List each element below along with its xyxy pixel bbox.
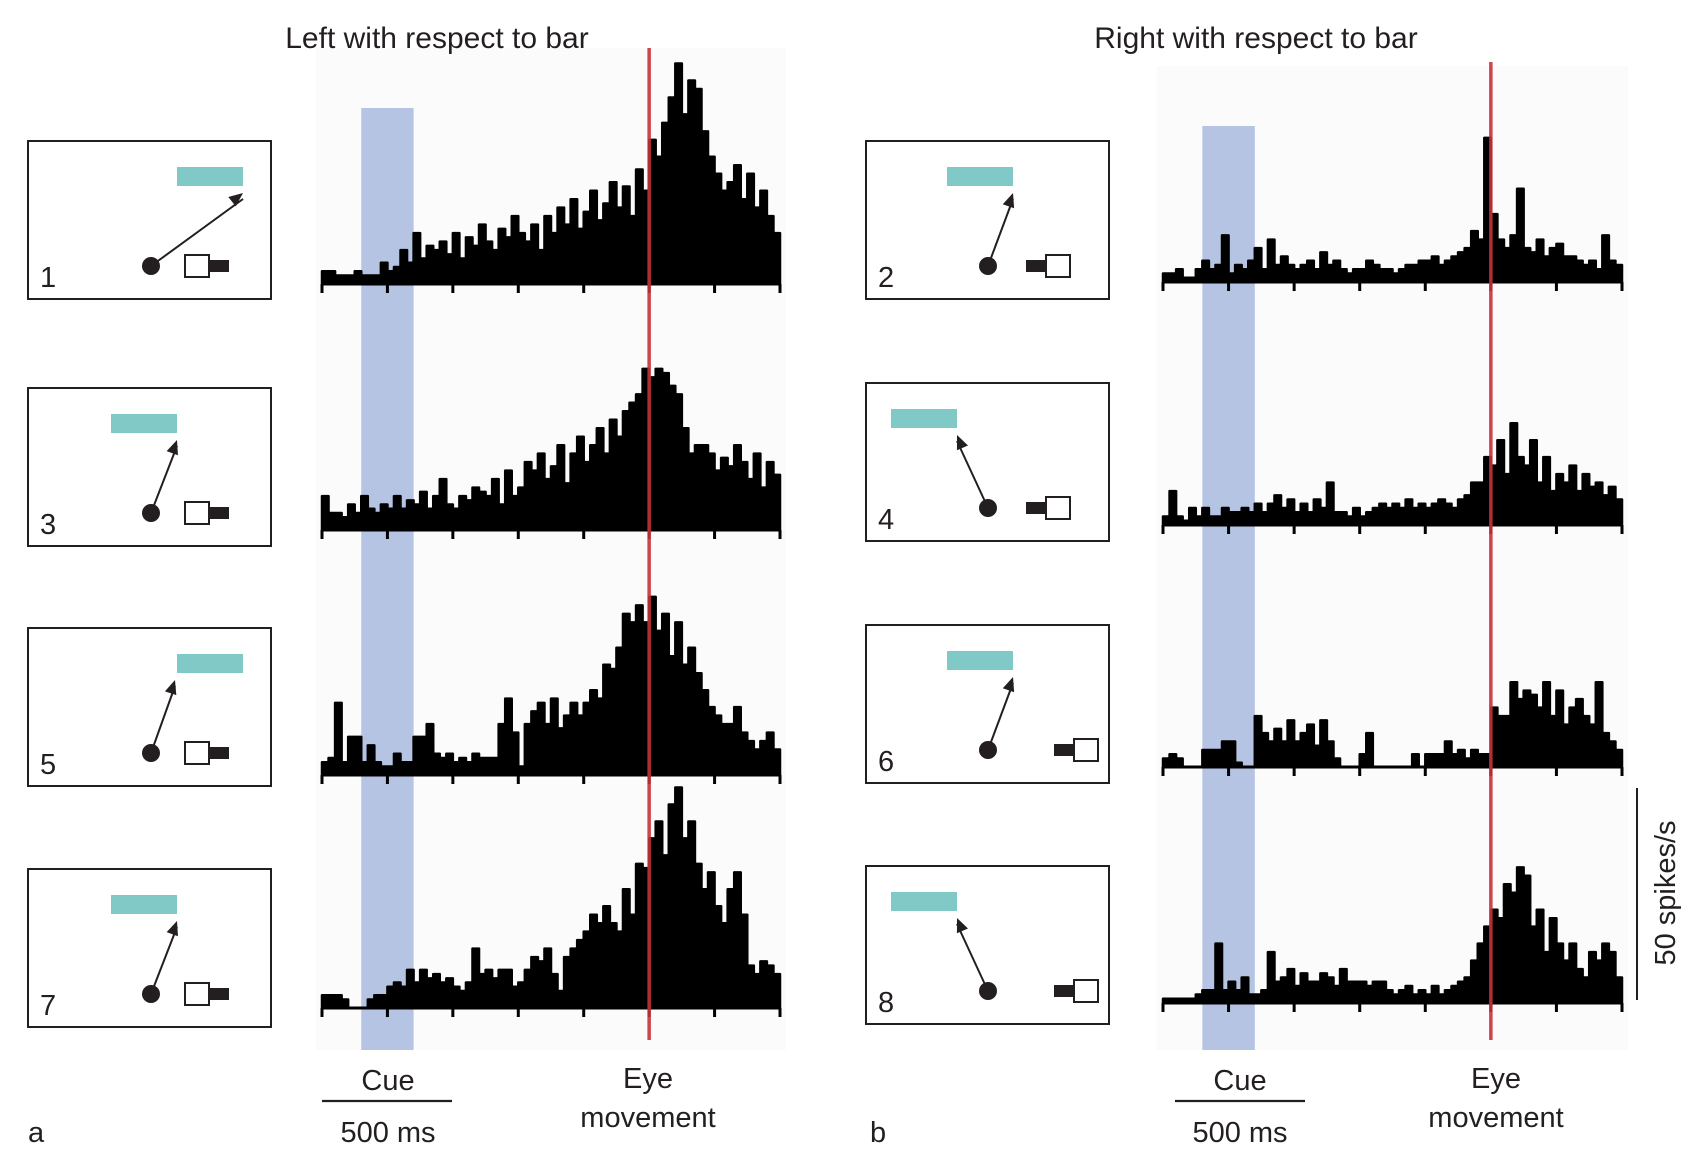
diagram-frame xyxy=(27,627,272,787)
object-filled-handle-icon xyxy=(209,988,229,1000)
bar-stimulus xyxy=(947,651,1013,670)
rate-scale-label: 50 spikes/s xyxy=(1650,820,1682,965)
object-open-square-icon xyxy=(184,982,210,1006)
condition-number: 7 xyxy=(40,990,56,1022)
saccade-arrow xyxy=(987,198,1014,267)
task-diagram-5: 5 xyxy=(27,627,272,787)
time-scale-label-b: 500 ms xyxy=(1192,1117,1287,1149)
cue-label-a: Cue xyxy=(361,1065,414,1097)
bar-stimulus xyxy=(111,414,177,433)
bar-stimulus xyxy=(947,167,1013,186)
histogram-bars xyxy=(320,62,782,286)
task-diagram-2: 2 xyxy=(865,140,1110,300)
diagram-frame xyxy=(27,140,272,300)
eye-label-a-line1: Eye xyxy=(623,1063,673,1095)
arrowhead-icon xyxy=(164,680,177,696)
eye-label-b-line1: Eye xyxy=(1471,1063,1521,1095)
saccade-arrow xyxy=(150,445,178,514)
histogram-panel-2 xyxy=(1161,136,1624,291)
bar-stimulus xyxy=(891,409,957,428)
time-scale-label-a: 500 ms xyxy=(340,1117,435,1149)
object-filled-handle-icon xyxy=(209,507,229,519)
object-open-square-icon xyxy=(184,741,210,765)
object-filled-handle-icon xyxy=(1026,260,1046,272)
arrowhead-icon xyxy=(166,440,178,456)
diagram-frame xyxy=(27,387,272,547)
saccade-arrow xyxy=(987,682,1014,751)
eye-label-b-line2: movement xyxy=(1428,1102,1563,1134)
task-diagram-3: 3 xyxy=(27,387,272,547)
saccade-arrow xyxy=(150,198,244,267)
histogram-panel-8 xyxy=(1161,866,1624,1012)
panel-b-title: Right with respect to bar xyxy=(1094,22,1417,55)
saccade-arrow xyxy=(956,923,989,992)
saccade-arrow xyxy=(956,440,989,509)
histogram-bars xyxy=(1161,866,1624,1005)
condition-number: 2 xyxy=(878,262,894,294)
diagram-frame xyxy=(865,140,1110,300)
histogram-panel-7 xyxy=(320,786,782,1017)
task-diagram-8: 8 xyxy=(865,865,1110,1025)
cue-label-b: Cue xyxy=(1213,1065,1266,1097)
histogram-bars xyxy=(320,786,782,1010)
task-diagram-1: 1 xyxy=(27,140,272,300)
panel-a-letter: a xyxy=(28,1117,45,1149)
panel-b-letter: b xyxy=(870,1117,886,1149)
condition-number: 4 xyxy=(878,504,894,536)
bar-stimulus xyxy=(111,895,177,914)
saccade-arrow xyxy=(150,685,176,754)
arrowhead-icon xyxy=(166,921,178,937)
condition-number: 5 xyxy=(40,749,56,781)
task-diagram-7: 7 xyxy=(27,868,272,1028)
condition-number: 3 xyxy=(40,509,56,541)
saccade-arrow xyxy=(150,926,178,995)
diagram-frame xyxy=(865,865,1110,1025)
panel-a-title: Left with respect to bar xyxy=(285,22,589,55)
arrowhead-icon xyxy=(1002,193,1015,209)
task-diagram-6: 6 xyxy=(865,624,1110,784)
object-filled-handle-icon xyxy=(1026,502,1046,514)
arrowhead-icon xyxy=(228,193,243,207)
diagram-frame xyxy=(27,868,272,1028)
histogram-panel-1 xyxy=(320,62,782,293)
eye-label-a-line2: movement xyxy=(580,1102,715,1134)
object-open-square-icon xyxy=(1073,738,1099,762)
condition-number: 8 xyxy=(878,987,894,1019)
bar-stimulus xyxy=(177,167,243,186)
diagram-frame xyxy=(865,624,1110,784)
object-open-square-icon xyxy=(1073,979,1099,1003)
histogram-panel-4 xyxy=(1161,421,1624,534)
object-open-square-icon xyxy=(1045,254,1071,278)
histogram-bars xyxy=(320,595,782,777)
object-filled-handle-icon xyxy=(209,260,229,272)
bar-stimulus xyxy=(177,654,243,673)
histogram-bars xyxy=(320,367,782,532)
object-open-square-icon xyxy=(184,501,210,525)
diagram-frame xyxy=(865,382,1110,542)
bar-stimulus xyxy=(891,892,957,911)
arrowhead-icon xyxy=(956,435,968,451)
histogram-bars xyxy=(1161,136,1624,284)
object-open-square-icon xyxy=(1045,496,1071,520)
condition-number: 1 xyxy=(40,262,56,294)
arrowhead-icon xyxy=(1002,677,1015,693)
histogram-bars xyxy=(1161,421,1624,527)
arrowhead-icon xyxy=(956,918,968,934)
object-filled-handle-icon xyxy=(1054,744,1074,756)
histogram-panel-3 xyxy=(320,367,782,539)
object-filled-handle-icon xyxy=(209,747,229,759)
task-diagram-4: 4 xyxy=(865,382,1110,542)
object-open-square-icon xyxy=(184,254,210,278)
condition-number: 6 xyxy=(878,746,894,778)
object-filled-handle-icon xyxy=(1054,985,1074,997)
